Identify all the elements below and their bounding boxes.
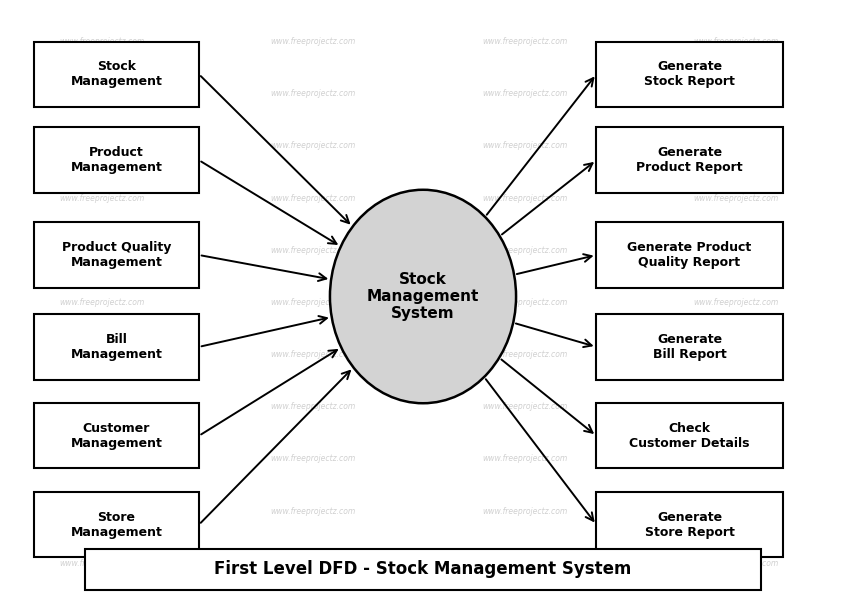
Text: www.freeprojectz.com: www.freeprojectz.com: [694, 298, 778, 307]
Text: www.freeprojectz.com: www.freeprojectz.com: [59, 89, 144, 98]
Text: www.freeprojectz.com: www.freeprojectz.com: [482, 89, 567, 98]
FancyBboxPatch shape: [85, 549, 761, 590]
Text: www.freeprojectz.com: www.freeprojectz.com: [694, 454, 778, 464]
Text: www.freeprojectz.com: www.freeprojectz.com: [482, 141, 567, 151]
Ellipse shape: [330, 190, 516, 403]
Text: www.freeprojectz.com: www.freeprojectz.com: [482, 506, 567, 516]
Text: Product Quality
Management: Product Quality Management: [62, 241, 171, 269]
FancyBboxPatch shape: [596, 42, 783, 107]
Text: www.freeprojectz.com: www.freeprojectz.com: [482, 298, 567, 307]
Text: Generate
Product Report: Generate Product Report: [636, 146, 743, 174]
FancyBboxPatch shape: [596, 403, 783, 468]
Text: www.freeprojectz.com: www.freeprojectz.com: [59, 298, 144, 307]
Text: www.freeprojectz.com: www.freeprojectz.com: [694, 37, 778, 46]
FancyBboxPatch shape: [596, 492, 783, 557]
FancyBboxPatch shape: [34, 127, 199, 193]
Text: Store
Management: Store Management: [70, 511, 162, 539]
FancyBboxPatch shape: [34, 42, 199, 107]
Text: www.freeprojectz.com: www.freeprojectz.com: [59, 141, 144, 151]
Text: www.freeprojectz.com: www.freeprojectz.com: [271, 350, 355, 359]
Text: www.freeprojectz.com: www.freeprojectz.com: [482, 559, 567, 568]
Text: www.freeprojectz.com: www.freeprojectz.com: [271, 298, 355, 307]
Text: www.freeprojectz.com: www.freeprojectz.com: [482, 402, 567, 412]
Text: Generate Product
Quality Report: Generate Product Quality Report: [628, 241, 751, 269]
Text: www.freeprojectz.com: www.freeprojectz.com: [694, 402, 778, 412]
Text: www.freeprojectz.com: www.freeprojectz.com: [482, 454, 567, 464]
Text: www.freeprojectz.com: www.freeprojectz.com: [59, 193, 144, 203]
Text: www.freeprojectz.com: www.freeprojectz.com: [271, 246, 355, 255]
Text: Stock
Management
System: Stock Management System: [367, 272, 479, 321]
Text: www.freeprojectz.com: www.freeprojectz.com: [694, 506, 778, 516]
Text: www.freeprojectz.com: www.freeprojectz.com: [482, 246, 567, 255]
Text: www.freeprojectz.com: www.freeprojectz.com: [59, 454, 144, 464]
Text: www.freeprojectz.com: www.freeprojectz.com: [694, 350, 778, 359]
Text: www.freeprojectz.com: www.freeprojectz.com: [482, 350, 567, 359]
Text: www.freeprojectz.com: www.freeprojectz.com: [482, 193, 567, 203]
FancyBboxPatch shape: [596, 222, 783, 288]
FancyBboxPatch shape: [596, 314, 783, 380]
Text: www.freeprojectz.com: www.freeprojectz.com: [59, 402, 144, 412]
Text: www.freeprojectz.com: www.freeprojectz.com: [694, 246, 778, 255]
Text: www.freeprojectz.com: www.freeprojectz.com: [59, 506, 144, 516]
Text: Product
Management: Product Management: [70, 146, 162, 174]
Text: First Level DFD - Stock Management System: First Level DFD - Stock Management Syste…: [214, 560, 632, 578]
FancyBboxPatch shape: [34, 314, 199, 380]
Text: www.freeprojectz.com: www.freeprojectz.com: [694, 89, 778, 98]
Text: www.freeprojectz.com: www.freeprojectz.com: [482, 37, 567, 46]
Text: Check
Customer Details: Check Customer Details: [629, 422, 750, 450]
Text: www.freeprojectz.com: www.freeprojectz.com: [694, 141, 778, 151]
Text: Stock
Management: Stock Management: [70, 60, 162, 88]
Text: www.freeprojectz.com: www.freeprojectz.com: [271, 402, 355, 412]
Text: www.freeprojectz.com: www.freeprojectz.com: [271, 37, 355, 46]
Text: www.freeprojectz.com: www.freeprojectz.com: [271, 89, 355, 98]
Text: Generate
Bill Report: Generate Bill Report: [652, 333, 727, 361]
FancyBboxPatch shape: [34, 222, 199, 288]
Text: www.freeprojectz.com: www.freeprojectz.com: [59, 350, 144, 359]
Text: www.freeprojectz.com: www.freeprojectz.com: [271, 506, 355, 516]
Text: www.freeprojectz.com: www.freeprojectz.com: [271, 454, 355, 464]
Text: Generate
Stock Report: Generate Stock Report: [644, 60, 735, 88]
Text: Generate
Store Report: Generate Store Report: [645, 511, 734, 539]
Text: www.freeprojectz.com: www.freeprojectz.com: [59, 246, 144, 255]
Text: www.freeprojectz.com: www.freeprojectz.com: [271, 559, 355, 568]
Text: www.freeprojectz.com: www.freeprojectz.com: [59, 559, 144, 568]
Text: www.freeprojectz.com: www.freeprojectz.com: [59, 37, 144, 46]
Text: www.freeprojectz.com: www.freeprojectz.com: [271, 193, 355, 203]
FancyBboxPatch shape: [596, 127, 783, 193]
FancyBboxPatch shape: [34, 403, 199, 468]
Text: www.freeprojectz.com: www.freeprojectz.com: [271, 141, 355, 151]
Text: Bill
Management: Bill Management: [70, 333, 162, 361]
Text: www.freeprojectz.com: www.freeprojectz.com: [694, 193, 778, 203]
Text: www.freeprojectz.com: www.freeprojectz.com: [694, 559, 778, 568]
Text: Customer
Management: Customer Management: [70, 422, 162, 450]
FancyBboxPatch shape: [34, 492, 199, 557]
